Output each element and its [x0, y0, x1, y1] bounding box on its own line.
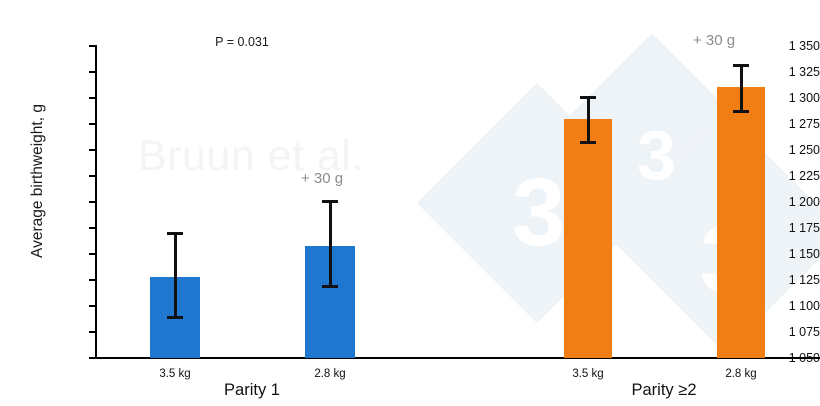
annotation-delta-parity2: + 30 g — [692, 32, 736, 49]
x-group-label-parity2: Parity ≥2 — [631, 381, 697, 399]
y-tick-label: 1 175 — [788, 221, 820, 235]
y-tick-label: 1 125 — [788, 273, 820, 287]
y-tick-label: 1 200 — [788, 195, 820, 209]
error-bar-stem — [739, 64, 743, 113]
y-tick-mark — [89, 175, 95, 177]
error-bar-parity1-3.5kg — [150, 232, 200, 319]
y-tick-label: 1 300 — [788, 91, 820, 105]
y-tick-mark — [89, 331, 95, 333]
y-tick-label: 1 075 — [788, 325, 820, 339]
y-tick-mark — [89, 201, 95, 203]
x-category-label-parity1-2.8kg: 2.8 kg — [314, 368, 346, 380]
y-tick-label: 1 100 — [788, 299, 820, 313]
error-bar-parity2-2.8kg — [717, 64, 765, 113]
x-category-label-parity2-2.8kg: 2.8 kg — [725, 368, 757, 380]
y-tick-mark — [89, 149, 95, 151]
error-bar-stem — [328, 200, 332, 288]
error-bar-parity2-3.5kg — [564, 96, 612, 144]
y-tick-mark — [89, 227, 95, 229]
y-tick-mark — [89, 97, 95, 99]
y-axis-title: Average birthweight, g — [29, 104, 46, 258]
y-tick-mark — [89, 123, 95, 125]
error-bar-cap-bottom — [580, 141, 596, 144]
error-bar-cap-top — [733, 64, 749, 67]
error-bar-cap-bottom — [733, 110, 749, 113]
error-bar-cap-top — [322, 200, 338, 203]
error-bar-parity1-2.8kg — [305, 200, 355, 288]
annotation-p-value: P = 0.031 — [215, 35, 269, 49]
bar-parity2-2.8kg — [717, 87, 765, 358]
x-axis-line — [95, 357, 820, 359]
y-tick-label: 1 150 — [788, 247, 820, 261]
error-bar-cap-top — [167, 232, 183, 235]
error-bar-cap-bottom — [322, 285, 338, 288]
y-tick-mark — [89, 357, 95, 359]
y-tick-mark — [89, 305, 95, 307]
error-bar-cap-top — [580, 96, 596, 99]
error-bar-stem — [586, 96, 590, 144]
y-tick-label: 1 250 — [788, 143, 820, 157]
annotation-delta-parity1: + 30 g — [300, 170, 344, 187]
x-group-label-parity1: Parity 1 — [224, 381, 280, 399]
error-bar-cap-bottom — [167, 316, 183, 319]
error-bar-stem — [173, 232, 177, 319]
y-tick-label: 1 350 — [788, 39, 820, 53]
x-category-label-parity2-3.5kg: 3.5 kg — [572, 368, 604, 380]
y-tick-label: 1 325 — [788, 65, 820, 79]
y-tick-mark — [89, 71, 95, 73]
y-tick-mark — [89, 279, 95, 281]
bar-parity2-3.5kg — [564, 119, 612, 358]
y-tick-label: 1 275 — [788, 117, 820, 131]
y-tick-mark — [89, 45, 95, 47]
x-category-label-parity1-3.5kg: 3.5 kg — [159, 368, 191, 380]
y-tick-label: 1 225 — [788, 169, 820, 183]
y-axis-line — [95, 45, 97, 358]
y-tick-mark — [89, 253, 95, 255]
